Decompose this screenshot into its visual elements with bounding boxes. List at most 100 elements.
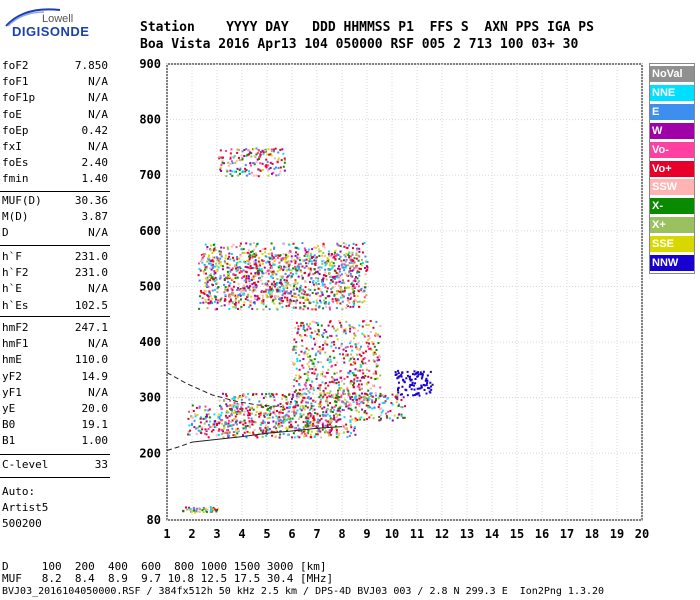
echo-point <box>278 416 281 419</box>
echo-point <box>264 272 267 275</box>
echo-point <box>319 404 322 407</box>
echo-point <box>290 299 293 302</box>
echo-point <box>311 372 314 375</box>
echo-point <box>292 394 295 397</box>
echo-point <box>294 306 297 309</box>
echo-point <box>258 269 261 272</box>
echo-point <box>234 422 237 425</box>
echo-point <box>289 301 292 304</box>
echo-point <box>336 409 339 412</box>
echo-point <box>306 425 309 428</box>
echo-point <box>311 281 314 284</box>
echo-point <box>339 321 342 324</box>
echo-point <box>266 414 269 417</box>
echo-point <box>319 348 322 351</box>
legend-frame <box>649 63 695 274</box>
echo-point <box>282 269 285 272</box>
echo-point <box>347 300 350 303</box>
echo-point <box>220 246 223 249</box>
echo-point <box>262 153 265 156</box>
echo-point <box>320 266 323 269</box>
echo-point <box>294 302 297 305</box>
echo-point <box>306 293 309 296</box>
echo-point <box>283 408 286 411</box>
echo-point <box>247 262 250 265</box>
echo-point <box>303 435 306 438</box>
echo-point <box>315 256 318 259</box>
echo-point <box>247 417 250 420</box>
echo-point <box>319 250 322 253</box>
echo-point <box>225 150 228 153</box>
param-label: yF1 <box>2 385 22 399</box>
echo-point <box>245 436 248 439</box>
echo-point <box>247 266 250 269</box>
echo-point <box>282 395 285 398</box>
echo-point <box>379 374 382 377</box>
echo-point <box>230 160 233 163</box>
echo-point <box>328 272 331 275</box>
echo-point <box>286 296 289 299</box>
echo-point <box>284 266 287 269</box>
echo-point <box>267 148 270 151</box>
echo-point <box>343 329 346 332</box>
echo-point <box>310 260 313 263</box>
echo-point <box>292 267 295 270</box>
echo-point <box>338 432 341 435</box>
param-label: foF2 <box>2 59 29 72</box>
echo-point <box>343 382 346 385</box>
echo-point <box>377 333 380 336</box>
echo-point <box>325 275 328 278</box>
echo-point <box>204 415 207 418</box>
echo-point <box>235 419 238 422</box>
echo-point <box>198 405 201 408</box>
echo-point <box>337 244 340 247</box>
echo-point <box>340 288 343 291</box>
echo-point <box>326 257 329 260</box>
echo-point <box>353 397 356 400</box>
echo-point <box>221 156 224 159</box>
echo-point <box>413 373 416 376</box>
echo-point <box>304 249 307 252</box>
echo-point <box>379 325 382 328</box>
echo-point <box>227 411 230 414</box>
echo-point <box>205 413 208 416</box>
echo-point <box>213 423 216 426</box>
echo-point <box>209 301 212 304</box>
echo-point <box>341 408 344 411</box>
echo-point <box>314 263 317 266</box>
echo-point <box>332 408 335 411</box>
header-values: Boa Vista 2016 Apr13 104 050000 RSF 005 … <box>140 37 579 52</box>
echo-point <box>406 394 409 397</box>
echo-point <box>196 426 199 429</box>
echo-point <box>248 412 251 415</box>
echo-point <box>373 351 376 354</box>
echo-point <box>251 250 254 253</box>
echo-point <box>363 266 366 269</box>
echo-point <box>353 285 356 288</box>
echo-point <box>228 284 231 287</box>
echo-point <box>261 262 264 265</box>
echo-point <box>332 396 335 399</box>
echo-point <box>255 410 258 413</box>
echo-point <box>317 330 320 333</box>
echo-point <box>346 375 349 378</box>
echo-point <box>268 153 271 156</box>
echo-point <box>264 421 267 424</box>
echo-point <box>262 303 265 306</box>
echo-point <box>201 261 204 264</box>
echo-point <box>283 395 286 398</box>
echo-point <box>345 264 348 267</box>
echo-point <box>319 394 322 397</box>
y-tick-label: 500 <box>139 279 161 293</box>
echo-point <box>322 307 325 310</box>
echo-point <box>199 289 202 292</box>
echo-point <box>294 254 297 257</box>
echo-point <box>224 261 227 264</box>
echo-point <box>237 282 240 285</box>
echo-point <box>276 409 279 412</box>
echo-point <box>254 272 257 275</box>
echo-point <box>294 402 297 405</box>
echo-point <box>361 408 364 411</box>
echo-point <box>281 397 284 400</box>
echo-point <box>311 367 314 370</box>
